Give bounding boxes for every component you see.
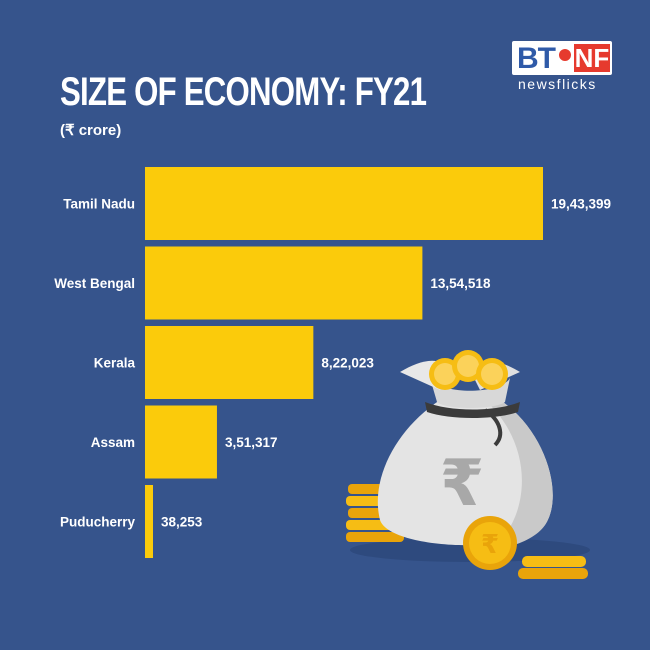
logo-mark-left: BT: [517, 42, 556, 75]
category-label: Puducherry: [60, 515, 136, 530]
bar-assam: [145, 405, 217, 479]
category-label: Kerala: [94, 356, 136, 371]
logo-dot-icon: [559, 49, 571, 61]
bar-west-bengal: [145, 246, 423, 320]
bt-newsflicks-logo: BT NF newsflicks: [512, 41, 612, 93]
chart-title: SIZE OF ECONOMY: FY21: [60, 70, 427, 114]
svg-text:₹: ₹: [440, 447, 485, 521]
logo-badge: BT NF: [512, 41, 612, 75]
category-label: Tamil Nadu: [63, 197, 135, 212]
svg-text:₹: ₹: [481, 530, 499, 560]
bar-puducherry: [145, 485, 153, 558]
bar-tamil-nadu: [145, 167, 543, 240]
value-label: 13,54,518: [430, 276, 491, 291]
category-label: West Bengal: [54, 276, 135, 291]
chart-unit-subtitle: (₹ crore): [60, 122, 122, 139]
value-label: 38,253: [161, 515, 203, 530]
category-label: Assam: [91, 435, 135, 450]
value-label: 3,51,317: [225, 435, 278, 450]
value-label: 19,43,399: [551, 197, 611, 212]
bar-kerala: [145, 326, 314, 399]
logo-tagline: newsflicks: [518, 76, 597, 92]
logo-mark-right: NF: [574, 43, 610, 73]
value-label: 8,22,023: [321, 356, 374, 371]
